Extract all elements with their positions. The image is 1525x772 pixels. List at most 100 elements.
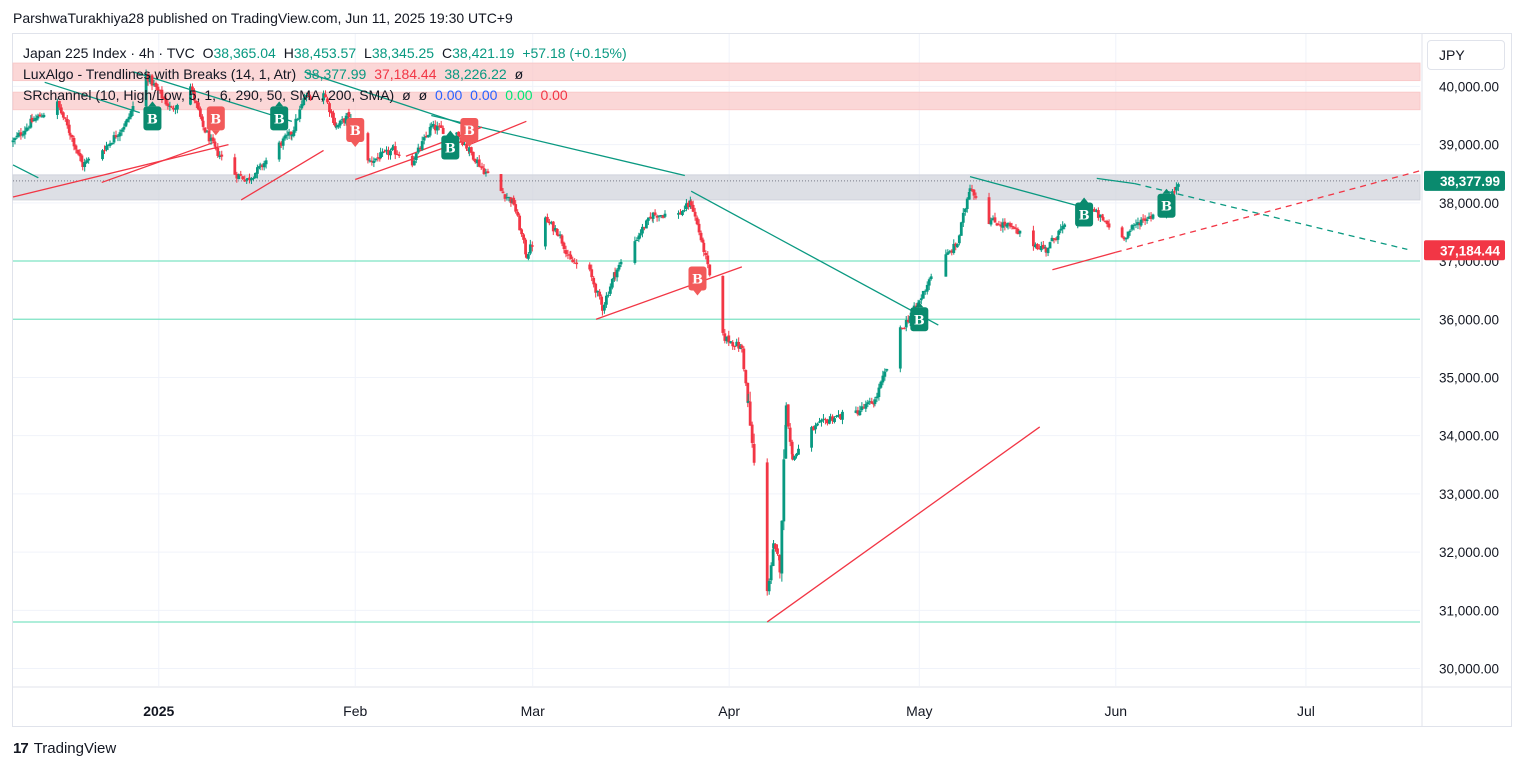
candle-body (473, 158, 477, 163)
candle-body (1096, 210, 1100, 218)
candle-body (118, 132, 122, 137)
candle-body (657, 215, 661, 217)
candle-body (699, 232, 703, 241)
candle-body (246, 178, 249, 180)
trendline-support (101, 141, 217, 184)
y-axis-tick-label: 34,000.00 (1439, 429, 1499, 444)
candle-body (201, 120, 205, 127)
candle-body (881, 375, 885, 383)
candle-body (501, 191, 505, 194)
candle-body (13, 138, 17, 141)
candle-body (1006, 223, 1010, 225)
candle-body (560, 235, 564, 244)
candle-body (868, 401, 872, 403)
candle-body (324, 94, 327, 98)
candle-body (610, 278, 614, 288)
candle-body (307, 96, 310, 98)
candle-body (241, 176, 245, 180)
candle-body (233, 157, 237, 175)
candle-body (334, 122, 337, 127)
resistance-zone-lower (12, 91, 1421, 111)
signal-badge (460, 118, 479, 143)
candle-body (684, 203, 688, 210)
candle-body (191, 86, 194, 91)
candle-body (639, 233, 642, 236)
candle-body (198, 108, 202, 117)
candle-body (302, 98, 306, 105)
candle-body (524, 239, 527, 255)
candle-body (870, 401, 874, 404)
candle-body (330, 111, 333, 114)
candle-body (827, 419, 831, 424)
tradingview-logo[interactable]: 17 TradingView (13, 740, 116, 757)
candle-body (594, 283, 598, 293)
candle-body (424, 136, 428, 138)
candle-body (292, 130, 296, 136)
candle-body (189, 86, 192, 105)
candle-body (164, 98, 168, 105)
candle-body (883, 371, 887, 377)
candle-body (196, 102, 200, 110)
candle-body (691, 204, 695, 212)
indicator1-value-2: 37,184.44 (374, 66, 437, 82)
candle-body (860, 406, 864, 411)
candle-body (617, 264, 621, 270)
candle-body (737, 342, 741, 349)
candle-body (57, 100, 61, 108)
candle-body (332, 112, 335, 123)
candle-body (112, 135, 116, 143)
x-axis-tick-label: Apr (718, 703, 740, 719)
chart-frame (12, 33, 1512, 727)
trendline-resistance (44, 81, 140, 114)
candle-body (772, 543, 775, 549)
candle-body (788, 427, 792, 442)
candle-body (1149, 215, 1153, 219)
candle-body (551, 221, 555, 232)
candle-body (573, 262, 577, 264)
candle-body (374, 158, 378, 161)
candle-body (776, 548, 779, 554)
candle-body (239, 174, 243, 176)
candle-body (85, 160, 89, 163)
signal-label: B (210, 112, 221, 127)
candle-body (287, 131, 291, 136)
candle-body (484, 172, 488, 174)
candle-body (1103, 220, 1107, 222)
open-value: 38,365.04 (213, 45, 276, 61)
candle-body (750, 424, 754, 443)
candle-body (465, 143, 468, 149)
candle-body (744, 370, 748, 384)
candle-body (87, 158, 91, 161)
candle-body (72, 137, 76, 147)
price-tag (1424, 240, 1505, 261)
candle-body (641, 226, 644, 234)
candle-body (336, 124, 340, 128)
candle-body (740, 345, 744, 349)
currency-button[interactable]: JPY (1427, 40, 1505, 70)
candle-body (148, 76, 152, 83)
candle-body (340, 119, 344, 121)
candle-body (970, 189, 974, 191)
signal-label: B (350, 124, 361, 139)
candle-body (767, 580, 771, 592)
candle-body (742, 348, 746, 370)
candle-body (391, 147, 394, 151)
x-axis-tick-label: Jul (1297, 703, 1315, 719)
candle-body (76, 149, 80, 154)
candle-body (422, 137, 426, 141)
candle-body (826, 419, 829, 424)
signal-label: B (147, 112, 158, 127)
candle-body (503, 194, 507, 199)
candle-body (778, 554, 781, 561)
candle-body (600, 296, 604, 305)
candle-body (974, 196, 978, 198)
candle-body (721, 275, 725, 333)
candle-body (516, 211, 520, 216)
candle-body (290, 134, 294, 137)
candle-body (110, 143, 114, 145)
candle-body (83, 161, 87, 168)
candle-body (27, 127, 31, 129)
candle-body (820, 419, 823, 422)
low-value: 38,345.25 (371, 45, 435, 61)
